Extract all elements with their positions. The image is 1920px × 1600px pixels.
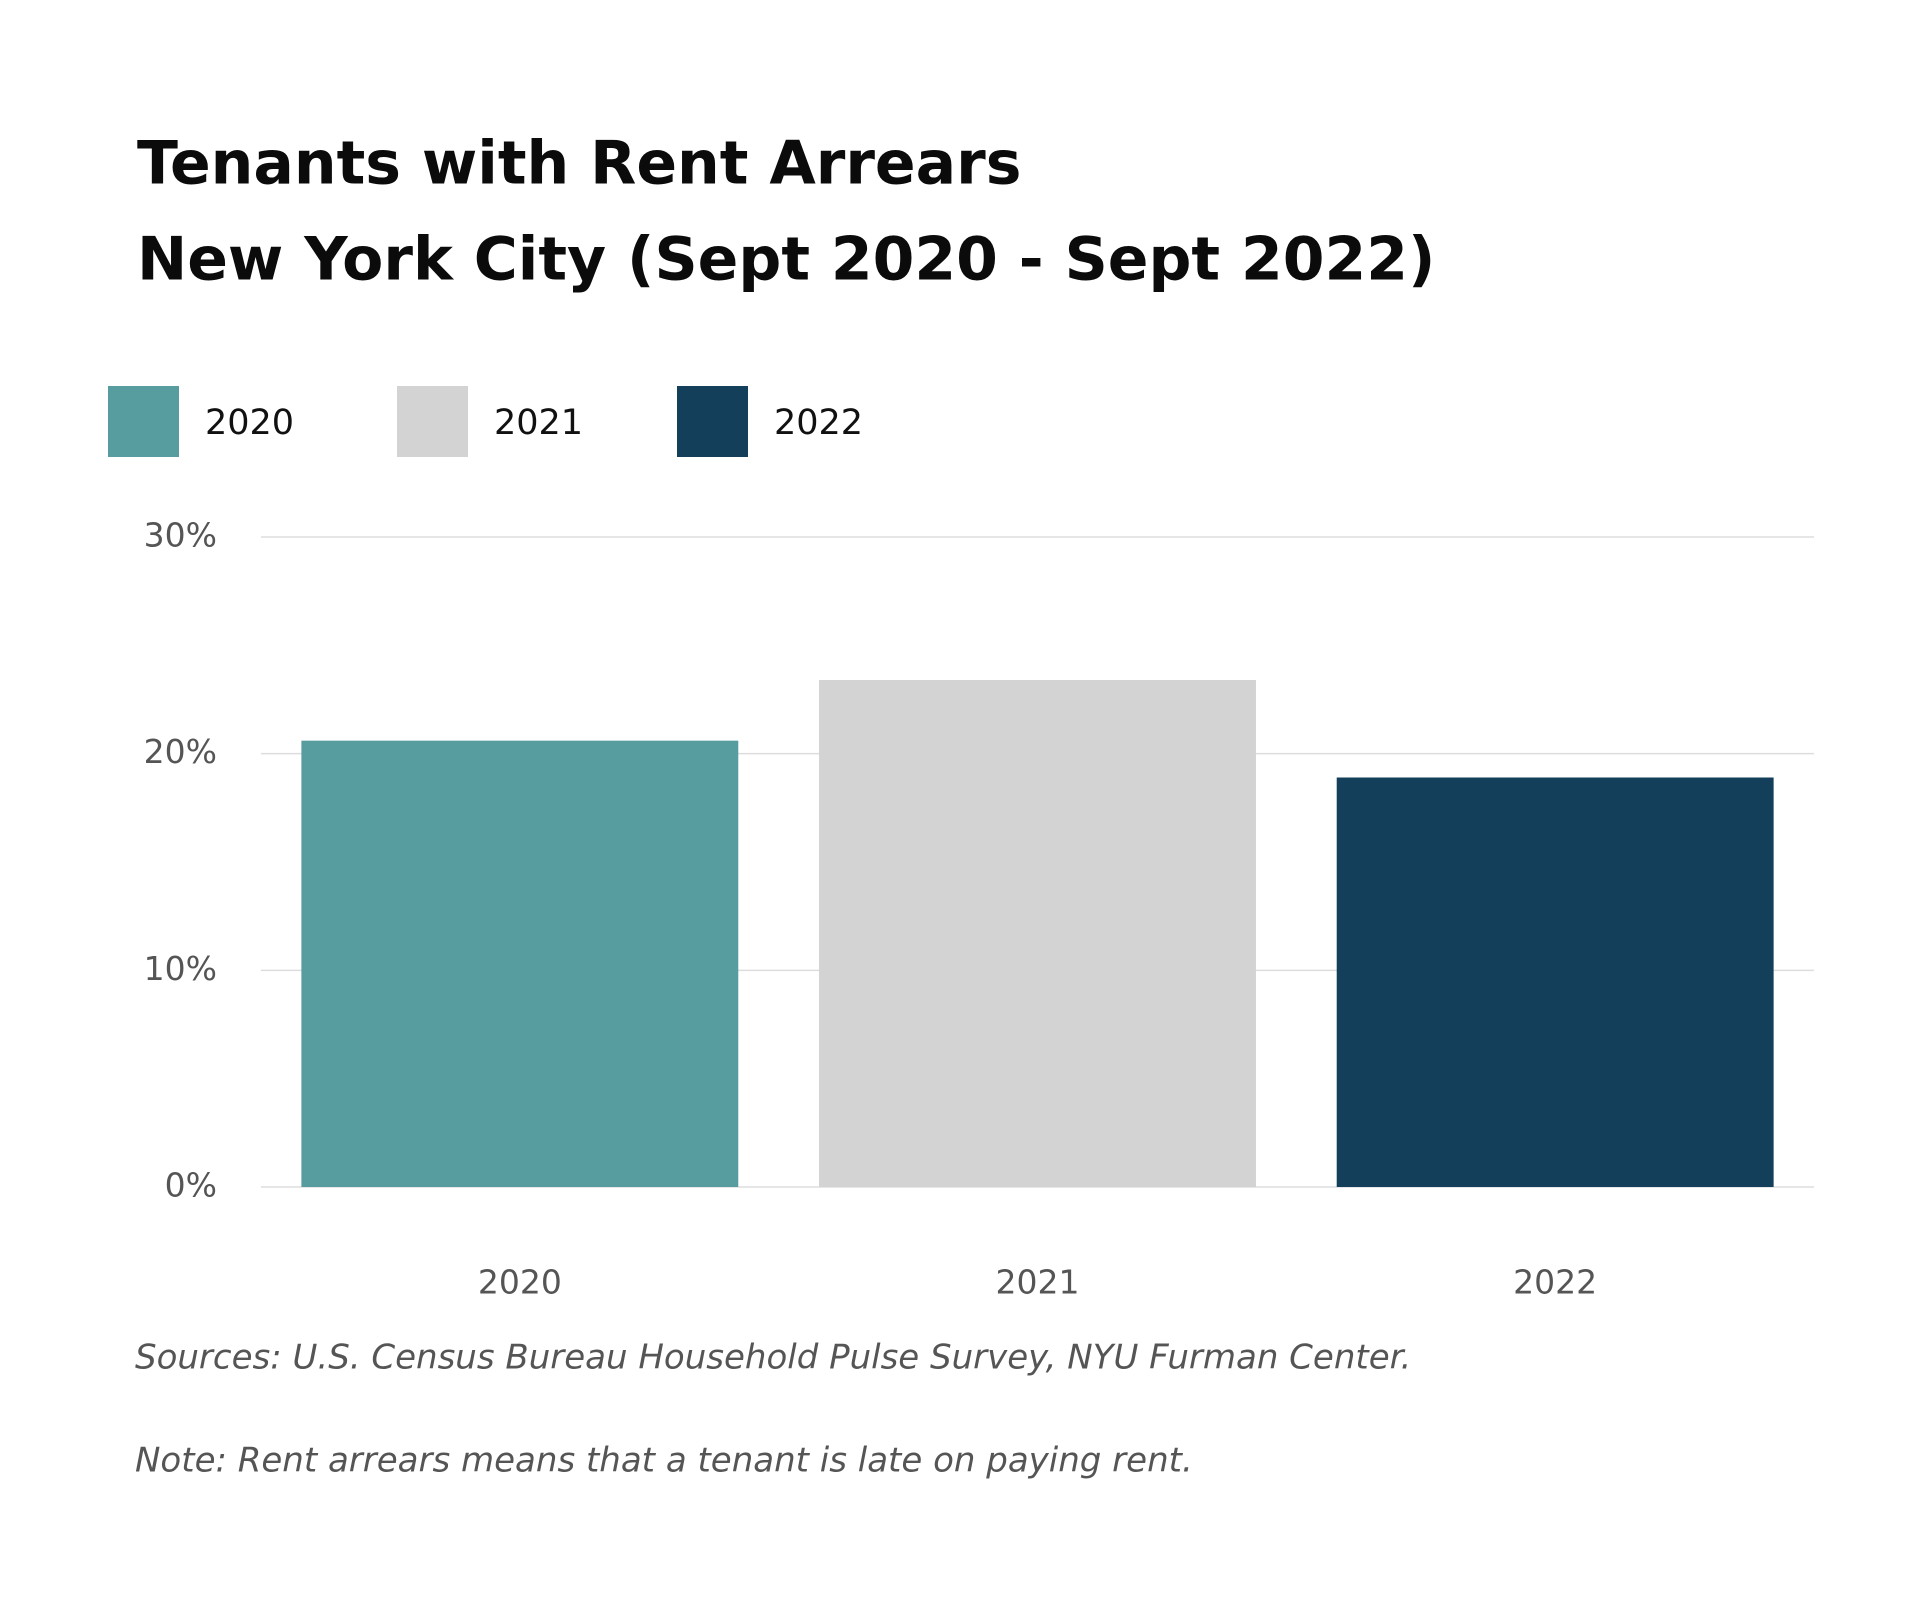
legend-swatch	[108, 386, 179, 457]
x-tick-label: 2020	[478, 1263, 562, 1302]
y-tick-label: 10%	[144, 949, 217, 988]
y-tick-label: 0%	[165, 1166, 217, 1205]
chart-title: Tenants with Rent Arrears	[137, 129, 1021, 199]
legend-swatch	[677, 386, 748, 457]
sources: Sources: U.S. Census Bureau Household Pu…	[135, 1338, 1411, 1378]
y-tick-label: 20%	[144, 732, 217, 771]
x-tick-label: 2021	[996, 1263, 1080, 1302]
legend-label: 2021	[494, 403, 583, 443]
x-tick-label: 2022	[1513, 1263, 1597, 1302]
legend-label: 2020	[205, 403, 294, 443]
bar	[301, 740, 739, 1187]
bar	[1336, 777, 1774, 1187]
bar	[819, 680, 1256, 1187]
legend-label: 2022	[774, 403, 863, 443]
chart-subtitle: New York City (Sept 2020 - Sept 2022)	[137, 225, 1435, 295]
note: Note: Rent arrears means that a tenant i…	[135, 1441, 1193, 1481]
y-tick-label: 30%	[144, 516, 217, 555]
legend-swatch	[397, 386, 468, 457]
